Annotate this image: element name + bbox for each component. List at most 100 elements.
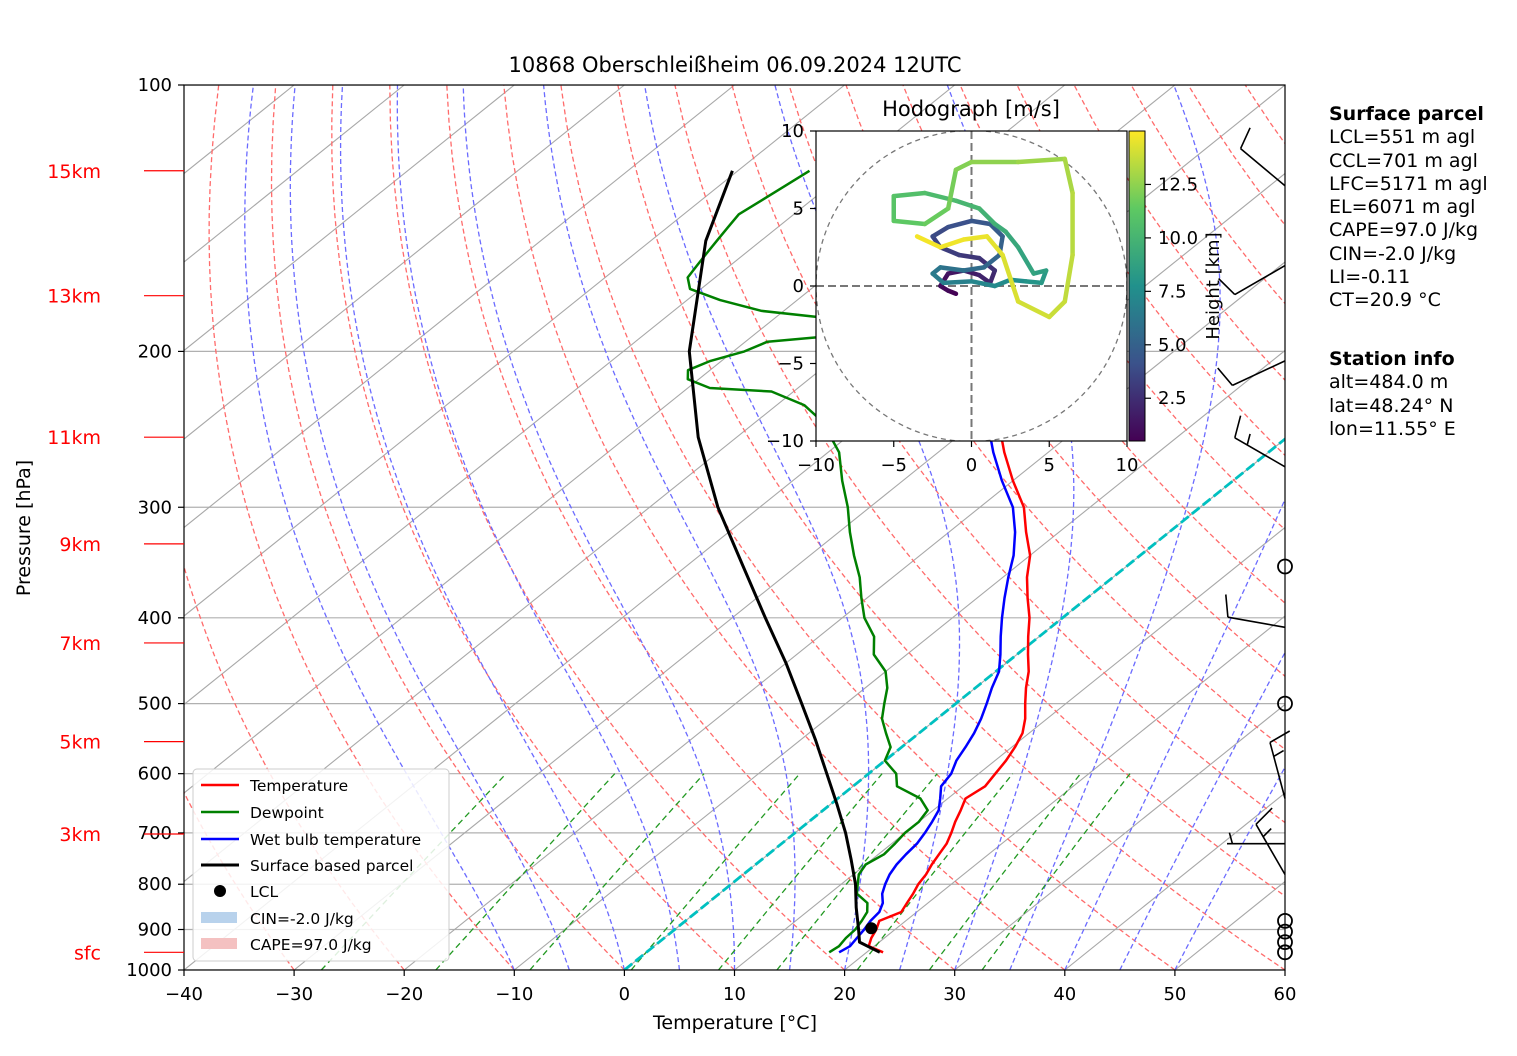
height-tick-label: 7km	[59, 633, 101, 655]
legend-swatch-cape	[201, 938, 237, 949]
legend-label-lcl: LCL	[250, 883, 278, 901]
legend-swatch-cin	[201, 912, 237, 923]
dry-adiabat-line	[208, 85, 515, 970]
hodograph-segment	[891, 218, 928, 227]
hodograph-segment	[941, 279, 974, 286]
legend-label-parcel: Surface based parcel	[250, 857, 413, 875]
wind-barb-calm	[1277, 934, 1293, 951]
lcl-marker	[865, 922, 878, 935]
x-tick-label: 50	[1163, 984, 1186, 1005]
hodo-x-tick-label: −10	[797, 455, 835, 476]
y-tick-label: 1000	[126, 960, 172, 981]
wind-barb-calm	[1277, 695, 1293, 712]
hodo-y-tick-label: −10	[766, 431, 804, 452]
hodograph-segment	[961, 234, 990, 242]
colorbar-tick-label: 5.0	[1158, 335, 1187, 356]
hodograph-segment	[969, 218, 993, 227]
dry-adiabat-line	[1016, 85, 1285, 457]
dry-adiabat-line	[331, 85, 735, 970]
legend-frame	[192, 768, 450, 962]
isotherm-line	[954, 703, 1285, 970]
height-tick-label: 9km	[59, 534, 101, 556]
moist-adiabat-line	[643, 85, 870, 970]
colorbar-tick-label: 12.5	[1158, 174, 1198, 195]
hodograph-inset: −10 −5 0 5 10 10 5 0 −5 −10 Hodograph [m/s] 2.5 5.…	[766, 97, 1224, 476]
station-info-box: Station info alt=484.0 m lat=48.24° N lo…	[1329, 348, 1456, 441]
y-tick-label: 800	[138, 874, 172, 895]
hodo-y-tick-label: 0	[793, 276, 804, 297]
isotherm-line	[403, 261, 1285, 970]
parcel-ct: CT=20.9 °C	[1329, 289, 1441, 312]
mixing-ratio-line	[630, 773, 801, 970]
hodo-x-tick-label: 5	[1044, 455, 1055, 476]
x-tick-label: 10	[723, 984, 746, 1005]
isotherm-line	[184, 85, 735, 529]
moist-adiabat-line	[289, 85, 570, 970]
mixing-ratio-line	[928, 773, 1082, 970]
moist-adiabat-line	[396, 85, 681, 970]
hodograph-ticks: −10 −5 0 5 10 10 5 0 −5 −10	[766, 121, 1138, 476]
hodograph-segment	[956, 252, 982, 261]
legend-swatch-lcl	[214, 885, 226, 897]
surface-parcel-box: Surface parcel LCL=551 m agl CCL=701 m a…	[1329, 103, 1488, 313]
x-tick-label: −20	[385, 984, 423, 1005]
x-tick-label: −30	[275, 984, 313, 1005]
dewpoint-line	[686, 169, 929, 954]
wind-barb-calm	[1277, 558, 1293, 575]
hodograph-segment	[1062, 252, 1075, 304]
surface-parcel-heading: Surface parcel	[1329, 103, 1484, 125]
hodograph-segment	[961, 265, 987, 273]
isotherm-line	[513, 349, 1285, 970]
surface-based-parcel-line	[687, 170, 881, 954]
station-info-heading: Station info	[1329, 348, 1455, 370]
hodograph-segment	[987, 221, 1005, 239]
isotherm-line	[1064, 792, 1285, 970]
hodo-x-tick-label: 10	[1116, 455, 1139, 476]
isotherm-line	[184, 85, 405, 263]
x-tick-label: −10	[495, 984, 533, 1005]
hodograph-segment	[1003, 229, 1021, 250]
moist-adiabat-line	[462, 85, 736, 970]
hodograph-segment	[1015, 299, 1052, 320]
moist-adiabat-line	[1009, 85, 1221, 970]
hodo-y-tick-label: 5	[793, 199, 804, 220]
x-axis-label: Temperature [°C]	[652, 1012, 817, 1034]
hodograph-segment	[930, 271, 946, 286]
height-tick-label: 3km	[59, 824, 101, 846]
legend-label-dewpoint: Dewpoint	[250, 804, 324, 822]
height-tick-label: 5km	[59, 732, 101, 754]
wind-barbs	[1217, 127, 1293, 961]
height-tick-label: 13km	[47, 286, 101, 308]
x-tick-label: 0	[619, 984, 630, 1005]
y-tick-label: 200	[138, 341, 172, 362]
height-labels: sfc 3km 5km 7km 9km 11km 13km 15km	[47, 161, 184, 964]
y-axis-label: Pressure [hPa]	[13, 460, 35, 596]
wind-barb	[1227, 832, 1285, 845]
colorbar-tick-label: 7.5	[1158, 281, 1187, 302]
dry-adiabat-line	[503, 85, 1066, 970]
hodograph-segment	[969, 279, 998, 289]
parcel-cin: CIN=-2.0 J/kg	[1329, 242, 1457, 265]
chart-title: 10868 Oberschleißheim 06.09.2024 12UTC	[509, 53, 962, 77]
moist-adiabat-line	[542, 85, 796, 970]
parcel-li: LI=-0.11	[1329, 266, 1411, 289]
y-tick-label: 900	[138, 920, 172, 941]
station-lat: lat=48.24° N	[1329, 394, 1454, 417]
hodograph-segment	[1000, 252, 1021, 304]
hodo-x-tick-label: −5	[880, 455, 907, 476]
height-tick-label: 11km	[47, 427, 101, 449]
height-tick-label: sfc	[74, 942, 101, 964]
moist-adiabat-line	[339, 85, 626, 970]
mixing-ratio-line	[981, 773, 1131, 970]
height-tick-label: 15km	[47, 161, 101, 183]
x-tick-label: 30	[943, 984, 966, 1005]
hodograph-segment	[977, 206, 998, 227]
hodograph-segment	[945, 218, 974, 230]
hodo-x-tick-label: 0	[966, 455, 977, 476]
hodograph-title: Hodograph [m/s]	[882, 97, 1060, 121]
colorbar-ticks: 2.5 5.0 7.5 10.0 12.5	[1145, 174, 1198, 409]
x-axis-ticks: −40 −30 −20 −10 0 10 20 30 40 50 60	[165, 970, 1296, 1005]
parcel-lfc: LFC=5171 m agl	[1329, 172, 1488, 195]
hodograph-segment	[953, 198, 982, 211]
